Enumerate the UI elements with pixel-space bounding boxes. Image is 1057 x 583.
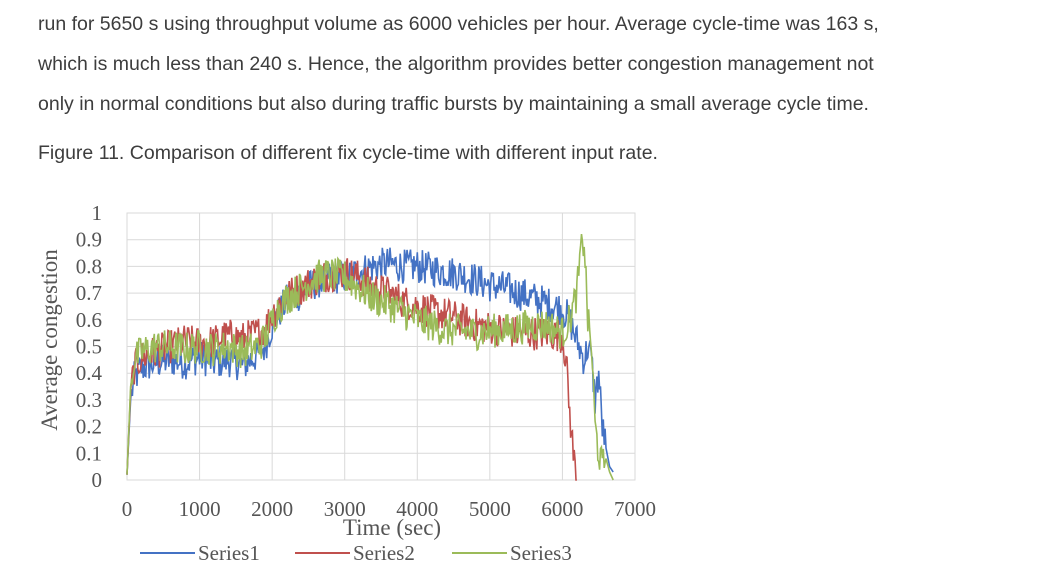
- y-axis-ticks: 0 0.10.2 0.3 0.40.5 0.6 0.7 0.80.9 1: [76, 201, 103, 492]
- series-line-3: [126, 233, 614, 481]
- paragraph-line: only in normal conditions but also durin…: [38, 93, 869, 115]
- x-tick-label: 3000: [324, 497, 366, 521]
- y-tick-label: 0.6: [76, 308, 102, 332]
- y-tick-label: 0.4: [76, 361, 103, 385]
- series-line-1: [126, 247, 614, 475]
- y-tick-label: 0.8: [76, 254, 102, 278]
- y-tick-label: 0.3: [76, 388, 102, 412]
- legend-label: Series2: [353, 541, 415, 565]
- y-tick-label: 0.1: [76, 441, 102, 465]
- chart-legend: Series1 Series2 Series3: [140, 541, 572, 565]
- chart-series-lines: [126, 233, 614, 481]
- body-paragraph: run for 5650 s using throughput volume a…: [38, 4, 1038, 124]
- x-tick-label: 2000: [251, 497, 293, 521]
- x-tick-label: 0: [122, 497, 133, 521]
- x-axis-ticks: 0 1000 2000 3000 4000 5000 6000 7000: [122, 497, 656, 521]
- y-tick-label: 1: [92, 201, 103, 225]
- x-tick-label: 6000: [541, 497, 583, 521]
- paragraph-line: run for 5650 s using throughput volume a…: [38, 13, 879, 35]
- legend-label: Series1: [198, 541, 260, 565]
- figure-caption: Figure 11. Comparison of different fix c…: [38, 142, 658, 164]
- congestion-line-chart: 0 0.10.2 0.3 0.40.5 0.6 0.7 0.80.9 1 0 1000 2000 3…: [37, 201, 656, 565]
- y-tick-label: 0.5: [76, 335, 102, 359]
- y-axis-label: Average congestion: [37, 249, 62, 431]
- y-tick-label: 0.2: [76, 415, 102, 439]
- x-tick-label: 4000: [396, 497, 438, 521]
- y-tick-label: 0.7: [76, 281, 102, 305]
- paragraph-line: which is much less than 240 s. Hence, th…: [38, 53, 874, 75]
- y-tick-label: 0.9: [76, 228, 102, 252]
- y-tick-label: 0: [92, 468, 103, 492]
- x-axis-label: Time (sec): [343, 515, 441, 540]
- plot-area-border: [126, 212, 636, 481]
- x-tick-label: 1000: [179, 497, 221, 521]
- x-tick-label: 7000: [614, 497, 656, 521]
- legend-label: Series3: [510, 541, 572, 565]
- x-tick-label: 5000: [469, 497, 511, 521]
